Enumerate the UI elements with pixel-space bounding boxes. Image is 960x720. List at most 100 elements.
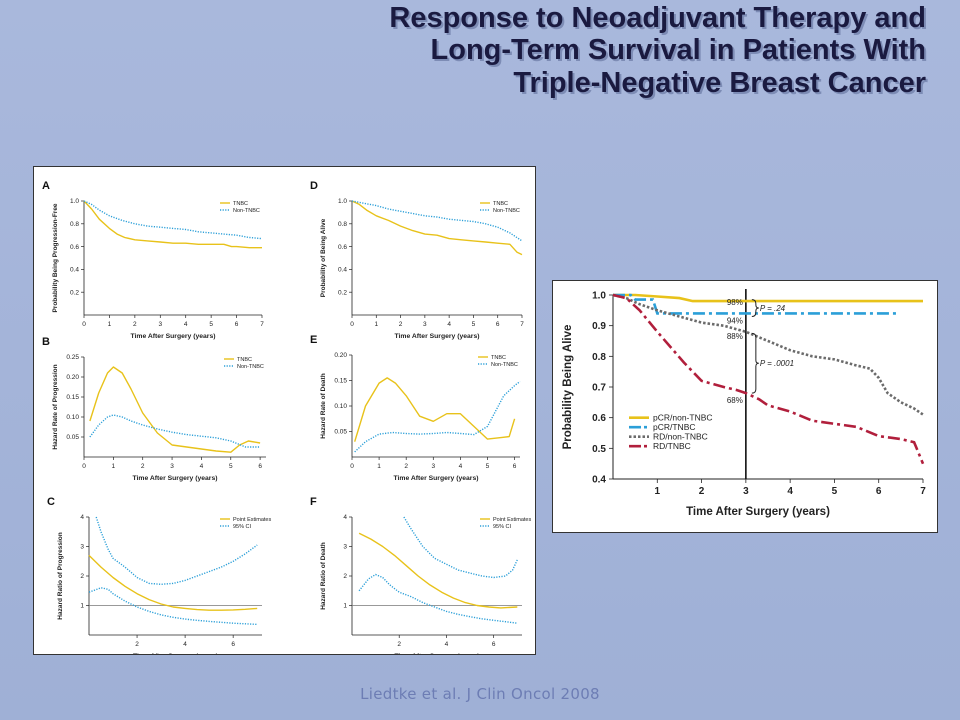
series-line-95-ci-lower xyxy=(358,573,518,624)
x-tick-label: 0 xyxy=(82,321,86,328)
x-tick-label: 6 xyxy=(496,321,500,328)
x-tick-label: 0 xyxy=(82,463,86,470)
y-tick-label: 0.4 xyxy=(338,267,347,274)
y-tick-label: 0.4 xyxy=(592,475,606,486)
y-tick-label: 0.6 xyxy=(592,413,606,424)
x-tick-label: 1 xyxy=(112,463,116,470)
series-line-tnbc xyxy=(351,200,523,256)
y-axis-label: Probability of Being Alive xyxy=(320,218,327,297)
series-line-non-tnbc xyxy=(351,200,523,242)
y-tick-label: 1.0 xyxy=(338,198,347,205)
x-tick-label: 2 xyxy=(399,321,403,328)
x-tick-label: 5 xyxy=(472,321,476,328)
y-tick-label: 2 xyxy=(343,573,347,580)
x-tick-label: 1 xyxy=(108,321,112,328)
brace-pcr xyxy=(751,299,759,317)
x-tick-label: 6 xyxy=(876,486,882,497)
x-tick-label: 7 xyxy=(520,321,524,328)
legend-label: 95% CI xyxy=(493,524,512,530)
y-tick-label: 0.20 xyxy=(334,352,347,359)
x-tick-label: 6 xyxy=(492,641,496,648)
y-tick-label: 0.20 xyxy=(66,374,79,381)
panel-letter-C: C xyxy=(47,496,55,508)
series-line-95-ci xyxy=(95,516,258,585)
legend-label: RD/TNBC xyxy=(653,441,691,451)
panel-main: 1 2 3 4 5 6 7 0.4 0.5 0.6 0.7 0.8 0.9 1.0 Time After S… xyxy=(562,289,926,518)
series-line-tnbc xyxy=(89,366,261,453)
x-tick-label: 6 xyxy=(231,641,235,648)
title-line-2: Long-Term Survival in Patients With xyxy=(430,34,926,67)
legend-label: RD/non-TNBC xyxy=(653,432,708,442)
y-tick-label: 0.8 xyxy=(338,221,347,228)
x-axis-label: Time After Surgery (years) xyxy=(395,333,480,340)
series-line-95-ci xyxy=(403,516,518,579)
panel-E: E 0 1 2 3 4 5 6 0.05 0.10 0.15 0.20 Time After Surge… xyxy=(310,334,521,482)
series-line-95-ci-lower xyxy=(88,587,258,626)
survival-percent-label: 94% xyxy=(727,316,743,325)
x-tick-label: 4 xyxy=(459,463,463,470)
x-tick-label: 2 xyxy=(699,486,705,497)
x-tick-label: 6 xyxy=(235,321,239,328)
x-tick-label: 3 xyxy=(170,463,174,470)
legend-label: Non-TNBC xyxy=(493,208,520,214)
series-line-rd-non-tnbc xyxy=(612,293,924,416)
y-tick-label: 0.10 xyxy=(334,403,347,410)
panel-C: C 2 4 6 1 2 3 4 Time After Surgery (years) Hazard… xyxy=(47,496,271,660)
x-tick-label: 5 xyxy=(832,486,838,497)
y-tick-label: 1.0 xyxy=(592,291,606,302)
x-tick-label: 4 xyxy=(200,463,204,470)
survival-percent-label: 68% xyxy=(727,396,743,405)
x-axis-label: Time After Surgery (years) xyxy=(686,506,830,518)
x-tick-label: 1 xyxy=(377,463,381,470)
y-tick-label: 4 xyxy=(343,514,347,521)
x-tick-label: 3 xyxy=(431,463,435,470)
y-tick-label: 0.15 xyxy=(334,378,347,385)
x-tick-label: 0 xyxy=(350,321,354,328)
citation: Liedtke et al. J Clin Oncol 2008 xyxy=(360,685,600,703)
series-line-tnbc xyxy=(354,377,516,442)
y-tick-label: 3 xyxy=(343,544,347,551)
series-line-rd-tnbc xyxy=(612,293,925,465)
x-axis-label: Time After Surgery (years) xyxy=(133,653,218,654)
y-tick-label: 0.2 xyxy=(70,289,79,296)
legend-label: TNBC xyxy=(493,201,508,207)
y-tick-label: 0.5 xyxy=(592,444,606,455)
legend-label: Point Estimates xyxy=(233,517,271,523)
legend-label: Non-TNBC xyxy=(237,364,264,370)
y-tick-label: 0.6 xyxy=(70,244,79,251)
x-tick-label: 2 xyxy=(135,641,139,648)
six-panel-figure: A 0 1 2 3 4 5 6 7 0.2 0.4 0.6 0.8 1.0 Time After Surge… xyxy=(33,166,536,660)
legend-label: Non-TNBC xyxy=(491,362,518,368)
x-tick-label: 3 xyxy=(743,486,749,497)
y-axis-label: Hazard Ratio of Death xyxy=(320,542,327,610)
x-tick-label: 6 xyxy=(513,463,517,470)
x-tick-label: 5 xyxy=(209,321,213,328)
x-tick-label: 4 xyxy=(445,641,449,648)
y-axis-label: Probability Being Progression-Free xyxy=(52,203,59,312)
x-axis-label: Time After Surgery (years) xyxy=(133,475,218,482)
slide-title: Response to Neoadjuvant Therapy and Long… xyxy=(166,2,926,99)
legend-label: TNBC xyxy=(237,357,252,363)
series-line-tnbc xyxy=(83,200,262,249)
survival-figure: 1 2 3 4 5 6 7 0.4 0.5 0.6 0.7 0.8 0.9 1.0 Time After S… xyxy=(552,280,938,533)
y-axis-label: Hazard Rate of Progression xyxy=(52,364,59,449)
series-line-non-tnbc xyxy=(89,414,261,448)
panel-letter-F: F xyxy=(310,496,317,508)
y-tick-label: 0.8 xyxy=(592,352,606,363)
panel-F: F 2 4 6 1 2 3 4 Time After Surgery (years) Hazard… xyxy=(310,496,531,660)
x-tick-label: 2 xyxy=(404,463,408,470)
series-line-point-estimates xyxy=(358,532,518,609)
panel-B: B 0 1 2 3 4 5 6 0.05 0.10 0.15 0.20 0.25 Time After S… xyxy=(42,336,266,482)
x-axis-label: Time After Surgery (years) xyxy=(394,475,479,482)
x-tick-label: 1 xyxy=(374,321,378,328)
legend-label: Non-TNBC xyxy=(233,208,260,214)
panel-A: A 0 1 2 3 4 5 6 7 0.2 0.4 0.6 0.8 1.0 Time After Surge… xyxy=(42,180,264,340)
y-tick-label: 3 xyxy=(80,544,84,551)
x-tick-label: 6 xyxy=(258,463,262,470)
brace-rd xyxy=(751,332,759,394)
y-tick-label: 0.7 xyxy=(592,383,606,394)
survival-percent-label: 88% xyxy=(727,332,743,341)
x-tick-label: 4 xyxy=(447,321,451,328)
p-value-rd: P = .0001 xyxy=(760,359,794,368)
y-axis-label: Hazard Ratio of Progression xyxy=(57,532,64,619)
